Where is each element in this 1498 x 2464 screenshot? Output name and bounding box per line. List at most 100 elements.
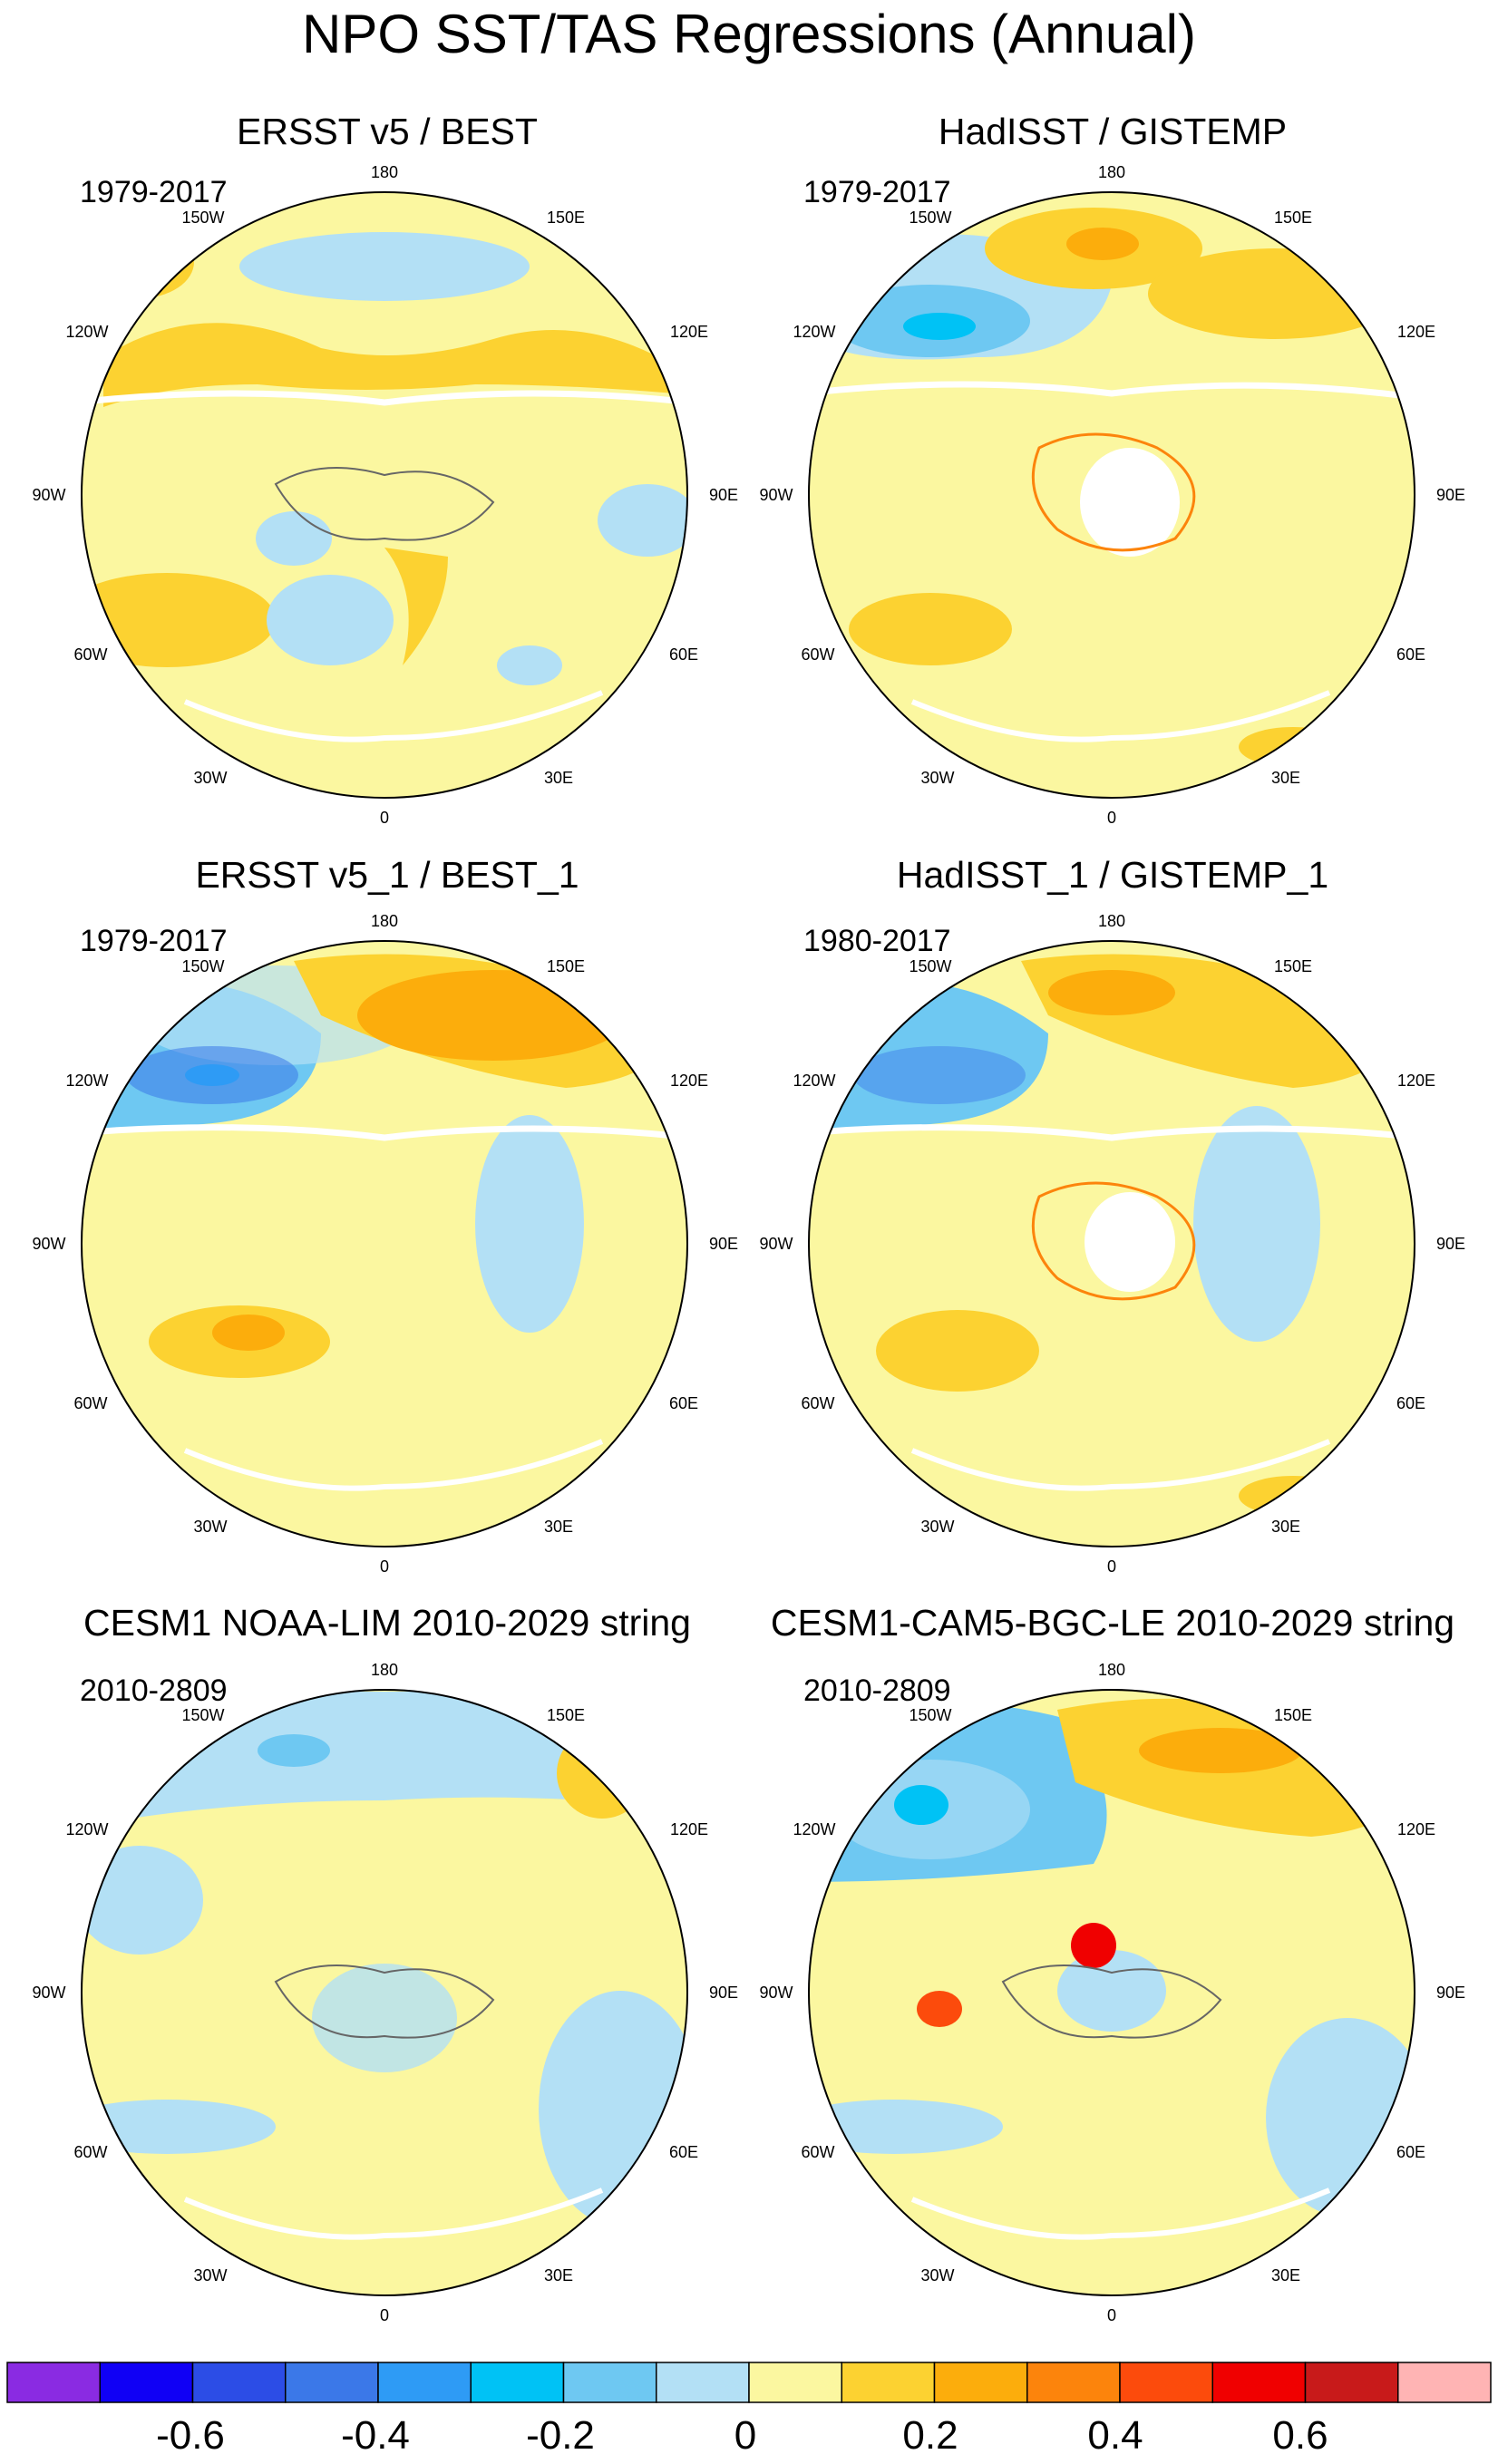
panel-4-title: HadISST_1 / GISTEMP_1 (896, 854, 1329, 896)
colorbar-label-0-6: 0.6 (1272, 2413, 1328, 2458)
lon-label-90e: 90E (1436, 486, 1465, 504)
colorbar-label-0: 0 (734, 2413, 757, 2458)
polar-map-1: 180 150W 150E 120W 120E 90W 90E 60W 60E … (32, 163, 738, 827)
lon-label-60w: 60W (801, 645, 834, 664)
lon-label-180: 180 (1098, 912, 1125, 930)
lon-label-60w: 60W (73, 2143, 107, 2161)
colorbar-swatch (470, 2362, 565, 2403)
lon-label-90w: 90W (759, 486, 793, 504)
lon-label-120e: 120E (670, 1820, 708, 1838)
panel-2-period: 1979-2017 (803, 175, 951, 209)
polar-map-4: 180 150W 150E 120W 120E 90W 90E 60W 60E … (759, 912, 1465, 1576)
panel-2-title: HadISST / GISTEMP (938, 111, 1288, 152)
lon-label-60e: 60E (669, 645, 698, 664)
colorbar-swatch (6, 2362, 101, 2403)
lon-label-90e: 90E (709, 1984, 738, 2002)
lon-label-180: 180 (371, 163, 398, 181)
lon-label-90w: 90W (32, 486, 65, 504)
lon-label-30w: 30W (920, 769, 954, 787)
lon-label-60e: 60E (1396, 1394, 1425, 1412)
panel-4-period: 1980-2017 (803, 924, 951, 958)
lon-label-0: 0 (380, 1557, 389, 1576)
colorbar-swatch (285, 2362, 379, 2403)
colorbar-swatch (748, 2362, 842, 2403)
colorbar-swatch (562, 2362, 657, 2403)
colorbar-swatch (99, 2362, 194, 2403)
colorbar (6, 2362, 1492, 2403)
lon-label-120w: 120W (793, 323, 835, 341)
lon-label-120w: 120W (65, 1072, 108, 1090)
lon-label-150e: 150E (1274, 957, 1312, 975)
lon-label-150w: 150W (909, 209, 951, 227)
lon-label-150e: 150E (1274, 209, 1312, 227)
lon-label-90w: 90W (759, 1984, 793, 2002)
panel-6-period: 2010-2809 (803, 1673, 951, 1708)
colorbar-swatch (1397, 2362, 1492, 2403)
colorbar-label-neg-0-2: -0.2 (526, 2413, 595, 2458)
lon-label-180: 180 (371, 912, 398, 930)
colorbar-swatch (1304, 2362, 1399, 2403)
lon-label-120w: 120W (793, 1072, 835, 1090)
lon-label-30e: 30E (544, 1518, 573, 1536)
colorbar-label-0-2: 0.2 (902, 2413, 958, 2458)
panel-3-title: ERSST v5_1 / BEST_1 (195, 854, 579, 896)
figure-title: NPO SST/TAS Regressions (Annual) (302, 4, 1196, 64)
lon-label-0: 0 (1107, 1557, 1116, 1576)
panel-6-title: CESM1-CAM5-BGC-LE 2010-2029 string (770, 1602, 1455, 1644)
lon-label-120e: 120E (670, 1072, 708, 1090)
lon-label-180: 180 (1098, 1661, 1125, 1679)
colorbar-swatch (1119, 2362, 1213, 2403)
lon-label-90w: 90W (759, 1235, 793, 1253)
panel-5-title: CESM1 NOAA-LIM 2010-2029 string (83, 1602, 691, 1644)
lon-label-30e: 30E (544, 2266, 573, 2285)
lon-label-60e: 60E (669, 2143, 698, 2161)
lon-label-60w: 60W (73, 1394, 107, 1412)
polar-map-5: 180 150W 150E 120W 120E 90W 90E 60W 60E … (32, 1661, 738, 2324)
colorbar-swatch (656, 2362, 750, 2403)
lon-label-150e: 150E (547, 209, 585, 227)
panel-1-period: 1979-2017 (80, 175, 228, 209)
lon-label-30w: 30W (193, 1518, 227, 1536)
panel-5-period: 2010-2809 (80, 1673, 228, 1708)
lon-label-150w: 150W (909, 957, 951, 975)
lon-label-120e: 120E (1397, 1820, 1435, 1838)
lon-label-120w: 120W (65, 323, 108, 341)
lon-label-150w: 150W (909, 1706, 951, 1724)
lon-label-0: 0 (380, 2306, 389, 2324)
lon-label-30e: 30E (1271, 2266, 1300, 2285)
polar-map-3: 180 150W 150E 120W 120E 90W 90E 60W 60E … (32, 912, 738, 1576)
colorbar-swatch (1211, 2362, 1307, 2403)
colorbar-swatch (841, 2362, 936, 2403)
lon-label-90w: 90W (32, 1984, 65, 2002)
lon-label-0: 0 (1107, 2306, 1116, 2324)
lon-label-180: 180 (1098, 163, 1125, 181)
polar-map-6: 180 150W 150E 120W 120E 90W 90E 60W 60E … (759, 1661, 1465, 2324)
lon-label-90e: 90E (709, 486, 738, 504)
lon-label-60w: 60W (801, 1394, 834, 1412)
lon-label-120e: 120E (1397, 323, 1435, 341)
lon-label-90e: 90E (1436, 1235, 1465, 1253)
lon-label-150w: 150W (181, 1706, 224, 1724)
lon-label-120e: 120E (1397, 1072, 1435, 1090)
lon-label-120e: 120E (670, 323, 708, 341)
lon-label-150e: 150E (1274, 1706, 1312, 1724)
panel-1-title: ERSST v5 / BEST (237, 111, 538, 152)
lon-label-30w: 30W (920, 1518, 954, 1536)
lon-label-150e: 150E (547, 1706, 585, 1724)
lon-label-60w: 60W (801, 2143, 834, 2161)
panel-3-period: 1979-2017 (80, 924, 228, 958)
lon-label-120w: 120W (65, 1820, 108, 1838)
lon-label-60e: 60E (1396, 645, 1425, 664)
colorbar-label-neg-0-6: -0.6 (156, 2413, 225, 2458)
lon-label-0: 0 (1107, 809, 1116, 827)
lon-label-30w: 30W (193, 2266, 227, 2285)
colorbar-swatch (933, 2362, 1028, 2403)
lon-label-0: 0 (380, 809, 389, 827)
lon-label-120w: 120W (793, 1820, 835, 1838)
lon-label-30w: 30W (920, 2266, 954, 2285)
lon-label-60e: 60E (1396, 2143, 1425, 2161)
colorbar-label-0-4: 0.4 (1087, 2413, 1143, 2458)
lon-label-30e: 30E (1271, 1518, 1300, 1536)
lon-label-30e: 30E (1271, 769, 1300, 787)
lon-label-30w: 30W (193, 769, 227, 787)
